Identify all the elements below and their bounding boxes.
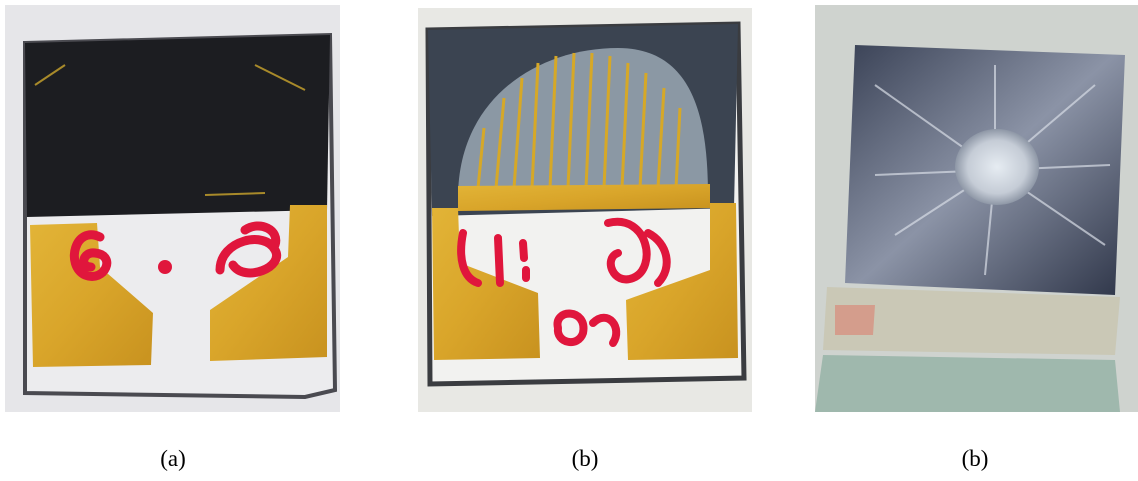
- red-marking: [604, 217, 671, 287]
- red-tint: [835, 305, 875, 335]
- gold-pad-right: [210, 205, 327, 361]
- glass-edge: [815, 355, 1120, 412]
- red-dot: [158, 260, 172, 274]
- gold-pad-left: [30, 223, 153, 367]
- red-marking: [553, 309, 621, 347]
- gold-specks: [34, 64, 306, 196]
- caption: (b): [572, 446, 599, 471]
- caption: (a): [160, 446, 186, 471]
- red-marking: [69, 230, 112, 281]
- gold-fingers: [476, 52, 682, 189]
- red-marking: [457, 229, 530, 287]
- gold-pad-right: [626, 203, 738, 360]
- caption: (b): [962, 446, 989, 471]
- photo-a: [5, 5, 340, 412]
- photo-b: [418, 8, 752, 412]
- dark-film: [25, 35, 330, 217]
- glass-strip: [823, 287, 1120, 355]
- photo-c: [815, 5, 1138, 412]
- cleared-spot: [955, 129, 1039, 205]
- red-marking: [215, 221, 281, 278]
- gold-bus-bar: [458, 184, 710, 211]
